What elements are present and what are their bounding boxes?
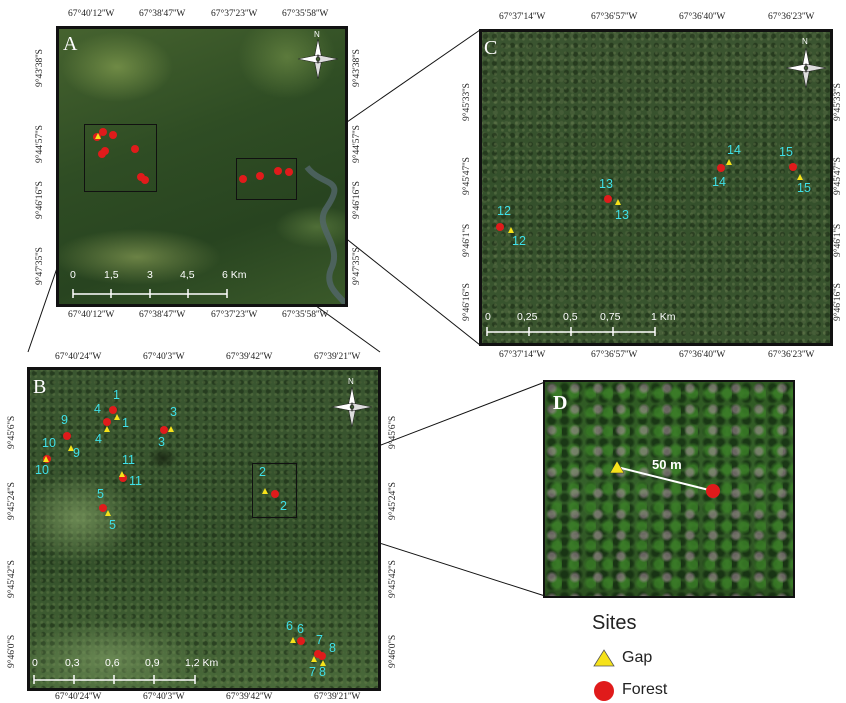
legend-title: Sites xyxy=(592,612,636,635)
legend-forest-label: Forest xyxy=(622,681,667,699)
legend-gap-label: Gap xyxy=(622,649,652,667)
forest-circle-icon xyxy=(592,680,616,702)
distance-label: 50 m xyxy=(652,457,682,472)
gap-triangle-icon xyxy=(592,648,616,668)
